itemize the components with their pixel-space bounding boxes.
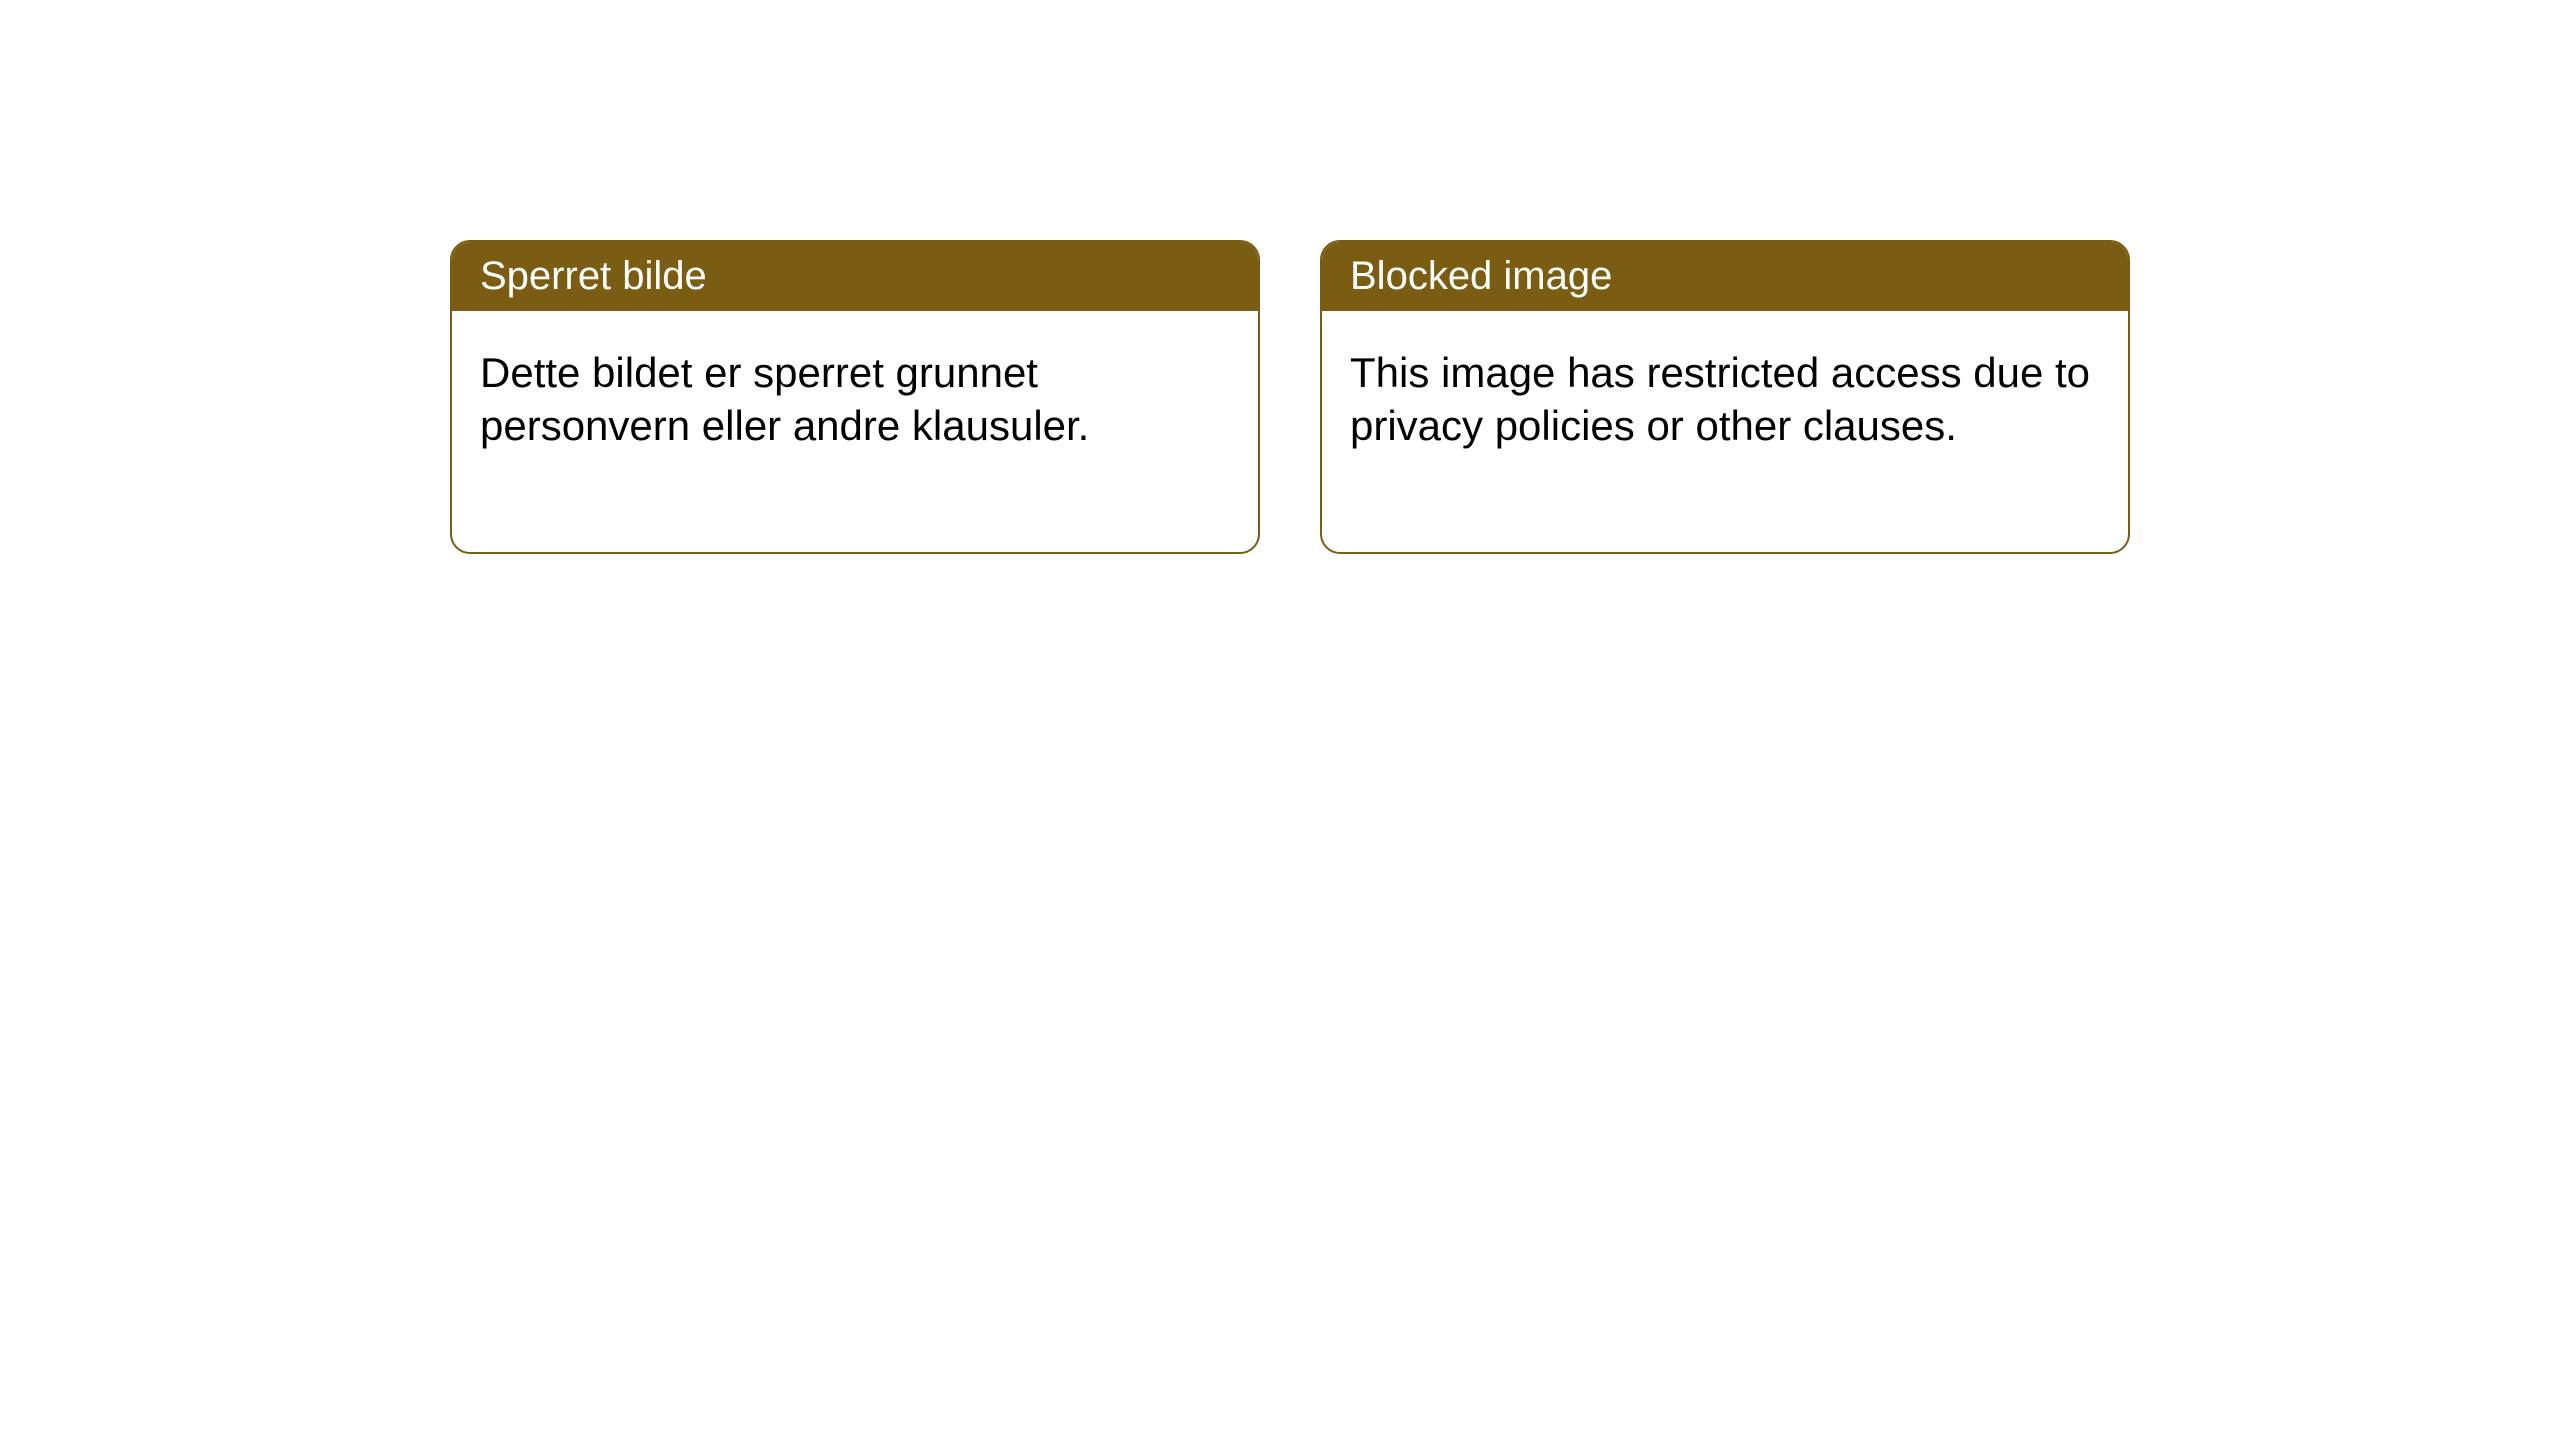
notice-body: This image has restricted access due to … xyxy=(1322,311,2128,552)
notice-card-english: Blocked image This image has restricted … xyxy=(1320,240,2130,554)
notice-container: Sperret bilde Dette bildet er sperret gr… xyxy=(450,240,2130,554)
notice-body: Dette bildet er sperret grunnet personve… xyxy=(452,311,1258,552)
notice-text: Dette bildet er sperret grunnet personve… xyxy=(480,349,1089,449)
notice-title: Sperret bilde xyxy=(480,254,707,298)
notice-text: This image has restricted access due to … xyxy=(1350,349,2090,449)
notice-header: Sperret bilde xyxy=(452,242,1258,311)
notice-header: Blocked image xyxy=(1322,242,2128,311)
notice-card-norwegian: Sperret bilde Dette bildet er sperret gr… xyxy=(450,240,1260,554)
notice-title: Blocked image xyxy=(1350,254,1612,298)
